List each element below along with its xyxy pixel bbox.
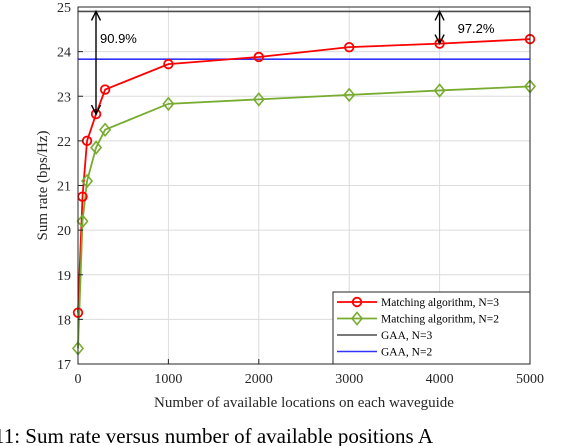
data-point-series-0 <box>99 84 111 95</box>
data-point-series-1 <box>76 213 89 229</box>
x-axis-label: Number of available locations on each wa… <box>154 395 454 411</box>
data-point-series-1 <box>90 140 103 155</box>
data-point-series-1 <box>252 92 265 107</box>
figure-caption-text: 11: Sum rate versus number of available … <box>0 424 433 446</box>
legend-label: Matching algorithm, N=2 <box>381 314 499 326</box>
chart-figure: 90.9% 97.2% 0 1000 2000 3000 4000 5000 17 18 19 2… <box>35 1 544 411</box>
y-tick-label: 18 <box>57 313 71 328</box>
y-axis-ticks: 17 18 19 20 21 22 23 24 25 <box>57 1 83 373</box>
y-tick-label: 19 <box>57 269 71 284</box>
y-tick-label: 24 <box>57 46 71 61</box>
y-tick-label: 20 <box>57 224 71 239</box>
x-tick-label: 2000 <box>245 372 273 387</box>
gaa-lines <box>78 10 530 61</box>
legend-marker <box>350 311 364 326</box>
series-line-0 <box>77 38 531 313</box>
x-axis-ticks: 0 1000 2000 3000 4000 5000 <box>75 359 544 387</box>
data-point-series-1 <box>433 83 446 98</box>
y-tick-label: 17 <box>57 358 71 373</box>
annotation-label: 97.2% <box>458 21 495 36</box>
arrow-head <box>90 104 102 116</box>
data-point-series-1 <box>99 122 112 137</box>
data-point-series-0 <box>163 58 174 70</box>
x-tick-label: 5000 <box>516 372 544 387</box>
x-tick-label: 3000 <box>335 372 363 387</box>
data-point-series-1 <box>80 173 94 189</box>
y-tick-label: 23 <box>57 90 71 105</box>
legend-marker <box>351 296 363 308</box>
annotation-label: 90.9% <box>100 31 137 46</box>
legend-label: Matching algorithm, N=3 <box>381 297 499 309</box>
data-point-series-0 <box>253 51 264 63</box>
legend-label: GAA, N=3 <box>381 330 432 342</box>
y-tick-label: 21 <box>57 180 71 195</box>
data-point-series-0 <box>344 41 355 53</box>
x-tick-label: 0 <box>75 372 82 387</box>
legend: Matching algorithm, N=3 Matching algorith… <box>332 291 531 365</box>
x-tick-label: 1000 <box>154 372 182 387</box>
figure-caption: 11: Sum rate versus number of available … <box>0 424 566 446</box>
y-tick-label: 22 <box>57 135 71 150</box>
data-point-series-1 <box>162 96 175 112</box>
annotations: 90.9% 97.2% <box>90 9 495 116</box>
data-point-series-1 <box>343 87 356 103</box>
x-tick-label: 4000 <box>426 372 454 387</box>
legend-label: GAA, N=2 <box>381 347 432 359</box>
y-axis-label: Sum rate (bps/Hz) <box>35 131 51 241</box>
arrow-head <box>90 9 102 21</box>
y-tick-label: 25 <box>57 1 71 16</box>
arrow-head <box>434 9 445 21</box>
arrow-head <box>434 34 445 46</box>
